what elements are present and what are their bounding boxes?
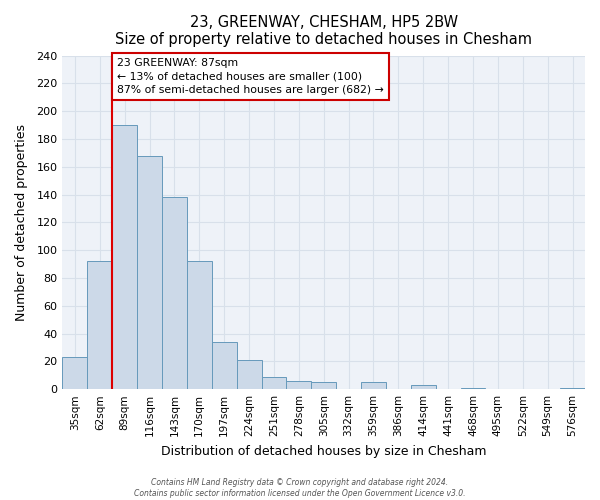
Bar [212, 342, 236, 389]
Title: 23, GREENWAY, CHESHAM, HP5 2BW
Size of property relative to detached houses in C: 23, GREENWAY, CHESHAM, HP5 2BW Size of p… [115, 15, 532, 48]
Bar [311, 382, 336, 389]
Bar [62, 357, 88, 389]
Bar [361, 382, 386, 389]
Bar [162, 198, 187, 389]
Bar [187, 262, 212, 389]
X-axis label: Distribution of detached houses by size in Chesham: Distribution of detached houses by size … [161, 444, 487, 458]
Bar [112, 125, 137, 389]
Bar [560, 388, 585, 389]
Bar [461, 388, 485, 389]
Bar [411, 385, 436, 389]
Text: 23 GREENWAY: 87sqm
← 13% of detached houses are smaller (100)
87% of semi-detach: 23 GREENWAY: 87sqm ← 13% of detached hou… [117, 58, 384, 94]
Bar [286, 381, 311, 389]
Text: Contains HM Land Registry data © Crown copyright and database right 2024.
Contai: Contains HM Land Registry data © Crown c… [134, 478, 466, 498]
Bar [137, 156, 162, 389]
Bar [236, 360, 262, 389]
Bar [88, 262, 112, 389]
Bar [262, 376, 286, 389]
Y-axis label: Number of detached properties: Number of detached properties [15, 124, 28, 321]
